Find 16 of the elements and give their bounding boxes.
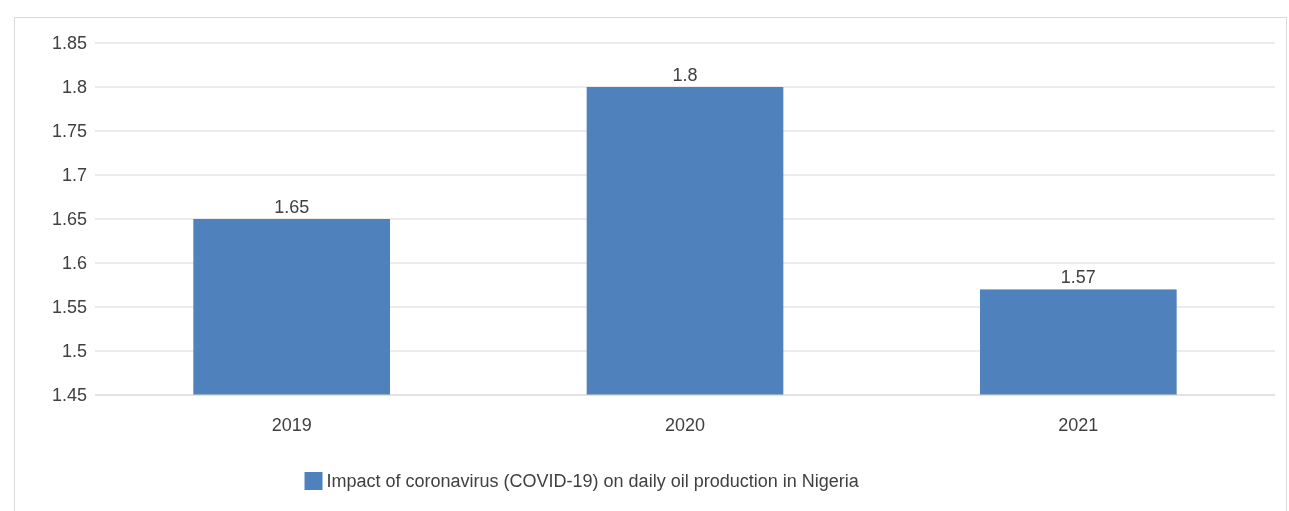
y-tick-label: 1.8: [61, 77, 87, 98]
legend-label: Impact of coronavirus (COVID-19) on daily oil production in Nigeria: [326, 471, 860, 492]
data-label: 1.65: [274, 197, 310, 217]
y-tick-label: 1.85: [51, 33, 87, 54]
x-tick-label: 2021: [1058, 415, 1099, 435]
x-tick-label: 2019: [271, 415, 312, 435]
y-tick-label: 1.65: [51, 209, 87, 230]
y-tick-label: 1.5: [61, 341, 87, 362]
y-tick-label: 1.55: [51, 297, 87, 318]
data-label: 1.57: [1060, 267, 1096, 288]
data-label: 1.8: [672, 65, 698, 85]
y-tick-label: 1.6: [61, 253, 87, 274]
y-tick-label: 1.45: [51, 385, 87, 406]
x-tick-label: 2020: [664, 415, 706, 435]
y-tick-label: 1.75: [51, 121, 87, 142]
y-tick-label: 1.7: [61, 165, 87, 186]
